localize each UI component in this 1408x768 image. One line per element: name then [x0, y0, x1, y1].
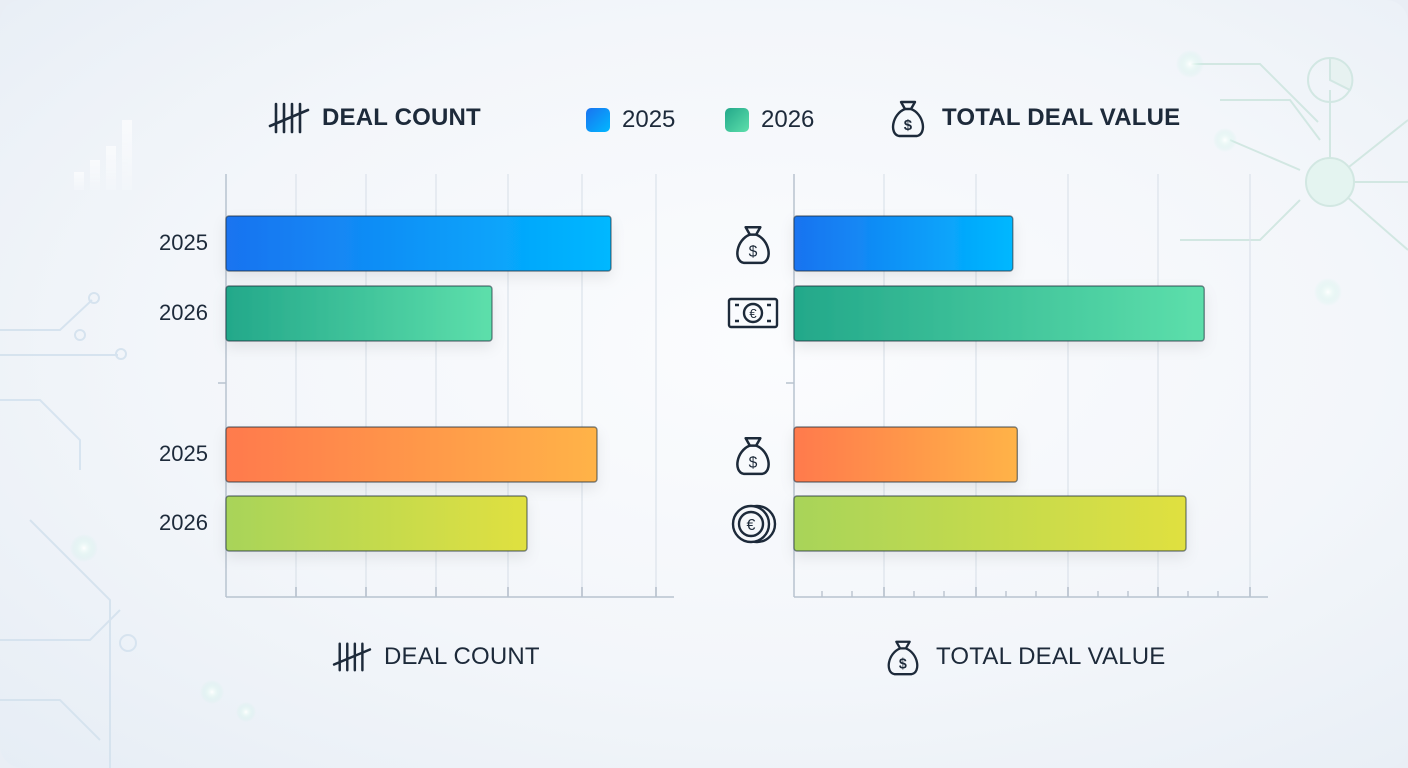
header-total-deal-value-label: TOTAL DEAL VALUE [942, 104, 1181, 131]
deco-circuit-right [1180, 56, 1408, 251]
deco-circuit-left [0, 292, 137, 768]
bar-total-deal-value-group2-2026 [793, 495, 1187, 552]
row-label: 2026 [159, 300, 208, 325]
legend-label: 2026 [761, 106, 815, 133]
legend-swatch [725, 108, 749, 132]
legend-swatch [586, 108, 610, 132]
euro-banknote-icon: € [727, 297, 779, 329]
svg-text:$: $ [749, 455, 758, 472]
deco-glow-right [1176, 50, 1342, 306]
money-bag-icon: $ [891, 100, 925, 138]
bar-deal-count-group2-2025 [225, 426, 598, 483]
row-label: 2026 [159, 510, 208, 535]
deco-bar-icon [74, 120, 132, 190]
tally-marks-icon [332, 642, 372, 672]
row-label: 2025 [159, 230, 208, 255]
bar-deal-count-group2-2026 [225, 495, 528, 552]
footer-total-deal-value-label: TOTAL DEAL VALUE [936, 643, 1166, 670]
chart-panel-total-deal-value [786, 174, 1268, 598]
bar-total-deal-value-group1-2026 [793, 285, 1205, 342]
money-bag-icon: $ [736, 226, 770, 265]
money-bag-icon: $ [736, 437, 770, 476]
header-total-deal-value: $ TOTAL DEAL VALUE [886, 96, 1180, 140]
svg-text:€: € [747, 517, 756, 534]
money-bag-icon: $ [887, 640, 919, 676]
svg-text:$: $ [904, 117, 913, 134]
svg-text:$: $ [749, 244, 758, 261]
row-label: 2025 [159, 441, 208, 466]
footer-total-deal-value: $ TOTAL DEAL VALUE [882, 636, 1166, 678]
bar-total-deal-value-group1-2025 [793, 215, 1014, 272]
footer-deal-count-label: DEAL COUNT [384, 643, 540, 670]
tally-marks-icon [268, 102, 310, 134]
legend-label: 2025 [622, 106, 676, 133]
chart-panel-deal-count [218, 174, 674, 598]
deco-glow-left [70, 534, 256, 722]
bar-total-deal-value-group2-2025 [793, 426, 1019, 483]
bar-deal-count-group1-2026 [225, 285, 493, 342]
header-deal-count-label: DEAL COUNT [322, 104, 481, 131]
legend-item-2025: 2025 [586, 106, 675, 134]
bar-deal-count-group1-2025 [225, 215, 612, 272]
svg-text:$: $ [899, 656, 907, 672]
svg-text:€: € [749, 306, 757, 321]
header-deal-count: DEAL COUNT [268, 100, 481, 136]
footer-deal-count: DEAL COUNT [332, 640, 540, 674]
legend-item-2026: 2026 [725, 106, 814, 134]
euro-coins-icon: € [731, 504, 777, 544]
